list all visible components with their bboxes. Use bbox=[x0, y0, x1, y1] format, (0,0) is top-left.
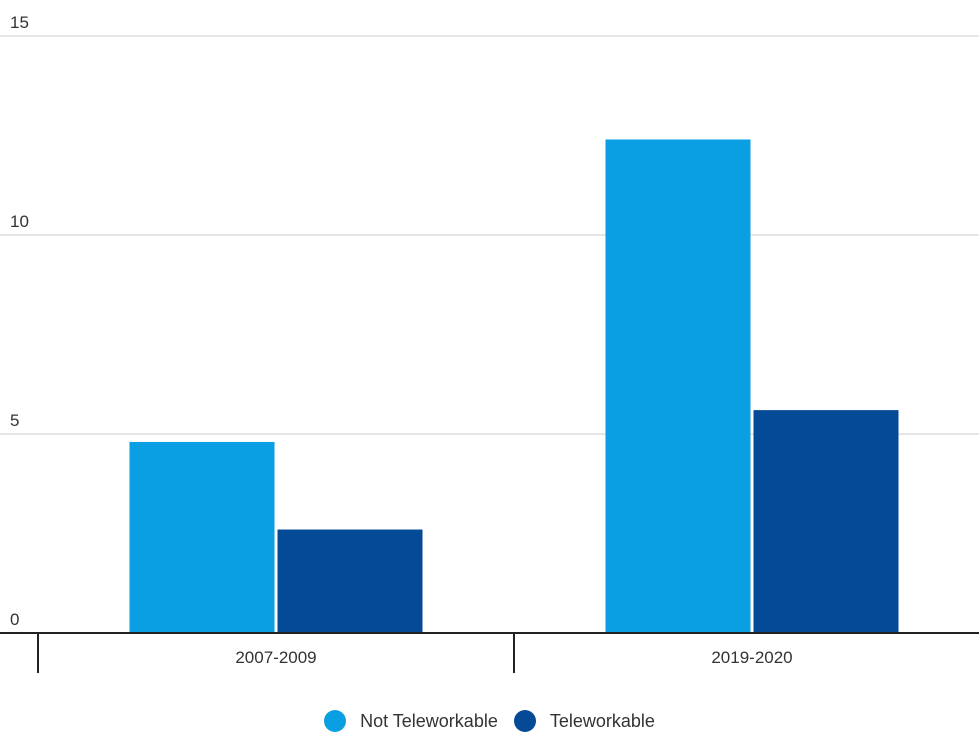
bar-chart: 0 5 10 15 2007-2009 2019-2020 bbox=[0, 13, 979, 673]
y-tick-label: 15 bbox=[10, 13, 29, 32]
legend: Not Teleworkable Teleworkable bbox=[0, 710, 979, 732]
bar-not-teleworkable-2019-2020 bbox=[605, 139, 751, 634]
y-tick-label: 5 bbox=[10, 411, 19, 430]
y-tick-label: 10 bbox=[10, 212, 29, 231]
legend-label-not-teleworkable: Not Teleworkable bbox=[360, 710, 498, 731]
legend-label-teleworkable: Teleworkable bbox=[549, 710, 655, 731]
legend-item-not-teleworkable: Not Teleworkable bbox=[324, 710, 498, 732]
bar-teleworkable-2019-2020 bbox=[753, 410, 899, 633]
bar-teleworkable-2007-2009 bbox=[277, 529, 423, 633]
y-axis-ticks: 0 5 10 15 bbox=[10, 13, 29, 629]
x-category-label: 2007-2009 bbox=[235, 648, 316, 667]
y-tick-label: 0 bbox=[10, 610, 19, 629]
legend-swatch-not-teleworkable bbox=[324, 710, 347, 732]
bar-not-teleworkable-2007-2009 bbox=[129, 441, 275, 633]
x-axis: 2007-2009 2019-2020 bbox=[37, 633, 793, 673]
gridlines bbox=[0, 35, 979, 435]
x-category-label: 2019-2020 bbox=[711, 648, 792, 667]
legend-item-teleworkable: Teleworkable bbox=[513, 710, 655, 732]
bars bbox=[129, 139, 899, 634]
legend-swatch-teleworkable bbox=[513, 710, 536, 732]
